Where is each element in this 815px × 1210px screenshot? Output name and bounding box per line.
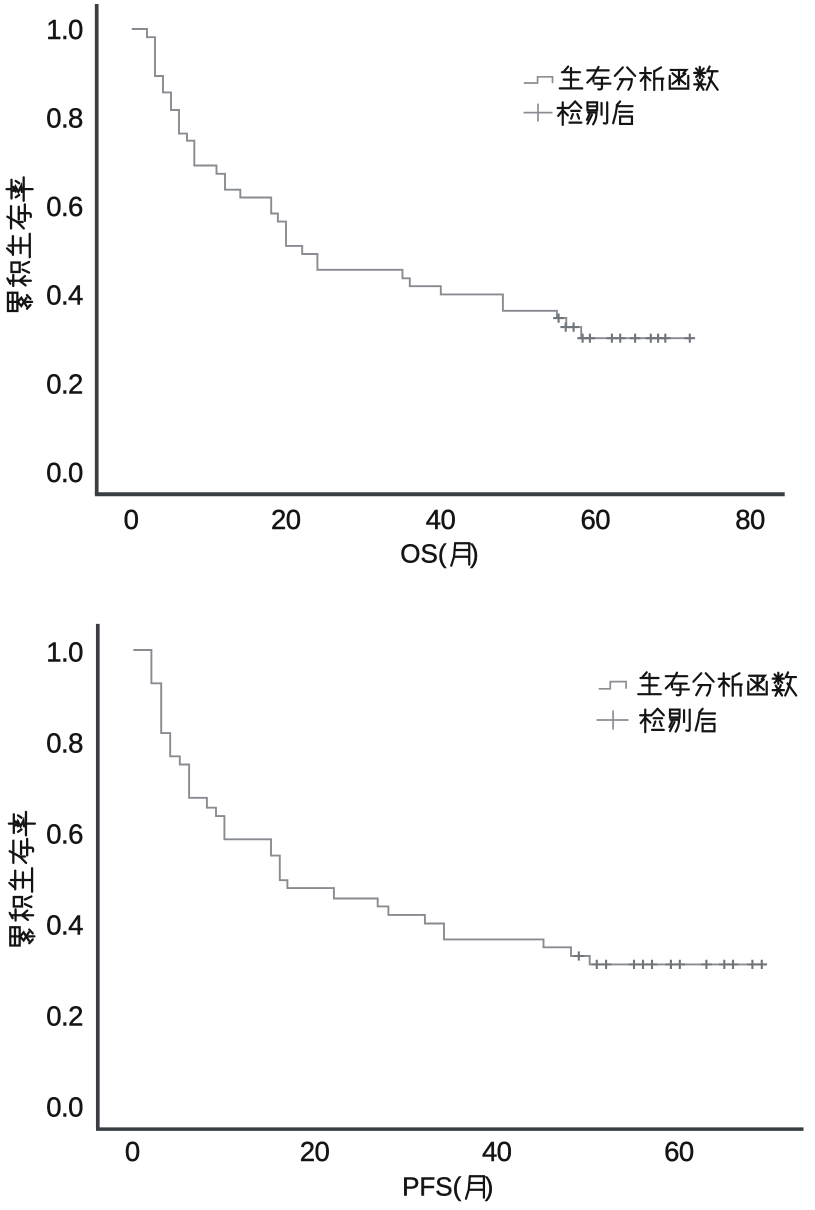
svg-text:OS(: OS(	[400, 539, 447, 569]
svg-text:0.6: 0.6	[46, 191, 83, 222]
svg-text:): )	[485, 1172, 494, 1202]
svg-text:40: 40	[426, 504, 456, 535]
svg-text:0.2: 0.2	[46, 1001, 83, 1032]
svg-text:0.2: 0.2	[46, 368, 83, 399]
svg-text:0.4: 0.4	[46, 280, 83, 311]
svg-text:0.6: 0.6	[46, 819, 83, 850]
svg-text:0.0: 0.0	[46, 1092, 83, 1123]
svg-text:40: 40	[482, 1136, 512, 1167]
svg-text:0.8: 0.8	[46, 727, 83, 758]
svg-text:0.4: 0.4	[46, 910, 83, 941]
svg-text:60: 60	[581, 504, 611, 535]
svg-text:1.0: 1.0	[46, 636, 83, 667]
svg-text:PFS(: PFS(	[402, 1172, 462, 1202]
svg-text:0: 0	[124, 504, 139, 535]
svg-text:1.0: 1.0	[46, 14, 83, 45]
svg-text:0: 0	[125, 1136, 140, 1167]
svg-text:60: 60	[664, 1136, 694, 1167]
svg-text:0.0: 0.0	[46, 457, 83, 488]
svg-text:20: 20	[300, 1136, 330, 1167]
svg-text:0.8: 0.8	[46, 103, 83, 134]
svg-text:): )	[470, 539, 479, 569]
svg-text:20: 20	[271, 504, 301, 535]
svg-text:80: 80	[735, 504, 765, 535]
